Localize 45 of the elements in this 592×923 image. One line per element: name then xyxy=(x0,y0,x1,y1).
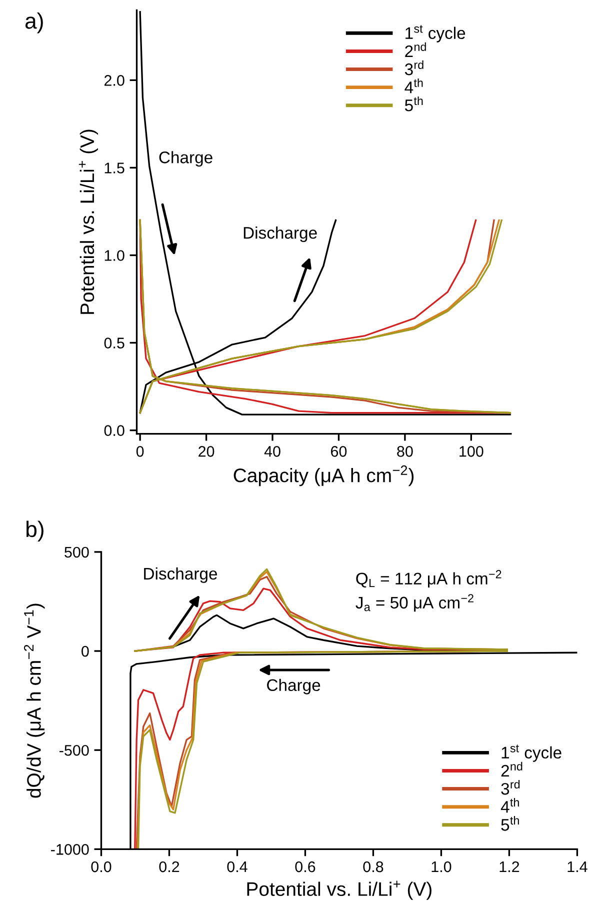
x-axis-title: Potential vs. Li/Li$^{+}$ (V) xyxy=(247,880,432,900)
y-axis-title: dQ/dV (μA h cm$^{−2}$ V$^{−1}$) xyxy=(24,604,45,798)
y-tick-label: 1.0 xyxy=(104,250,124,261)
x-tick-label: 0.0 xyxy=(91,861,112,872)
x-tick-label: 0.6 xyxy=(295,861,316,872)
legend-label: 4$^{th}$ xyxy=(500,798,519,813)
annotation: J$_{a}$ = 50 μA cm$^{−2}$ xyxy=(356,594,474,612)
annotation: Charge xyxy=(159,151,212,167)
y-axis-title: Potential vs. Li/Li$^{+}$ (V) xyxy=(78,130,98,314)
y-tick-label: 500 xyxy=(64,546,89,558)
y-tick-label: 2.0 xyxy=(104,75,124,86)
x-tick-label: 40 xyxy=(264,446,280,457)
x-tick-label: 60 xyxy=(331,446,347,457)
x-tick-label: 0.8 xyxy=(363,861,384,872)
x-tick-label: 0.2 xyxy=(159,861,180,872)
annotation: Discharge xyxy=(144,567,218,583)
y-tick-label: -1000 xyxy=(51,844,89,855)
legend-label: 4$^{th}$ xyxy=(404,78,423,94)
y-tick-label: 0 xyxy=(82,646,89,657)
legend-label: 3$^{rd}$ xyxy=(501,780,520,795)
legend-label: 1$^{st}$ cycle xyxy=(406,25,466,42)
legend-label: 1$^{st}$ cycle xyxy=(502,744,562,762)
x-tick-label: 0.4 xyxy=(227,861,248,872)
chart-title: a) xyxy=(25,12,43,34)
annotation: Charge xyxy=(267,678,320,694)
x-tick-label: 1.0 xyxy=(432,861,452,872)
x-tick-label: 20 xyxy=(198,446,214,457)
x-tick-label: 0 xyxy=(136,446,144,457)
chart-title: b) xyxy=(26,520,44,542)
y-tick-label: 1.5 xyxy=(104,162,124,174)
legend-label: 5$^{th}$ xyxy=(501,816,519,831)
legend-label: 2$^{nd}$ xyxy=(405,42,426,58)
annotation: Q$_{L}$ = 112 μA h cm$^{−2}$ xyxy=(356,570,502,588)
legend-label: 3$^{rd}$ xyxy=(404,60,424,76)
x-tick-label: 80 xyxy=(397,446,413,457)
y-tick-label: 0.5 xyxy=(104,338,124,348)
x-axis-title: Capacity (μA h cm$^{−2}$) xyxy=(234,465,414,486)
x-tick-label: 100 xyxy=(460,446,484,457)
legend-label: 2$^{nd}$ xyxy=(501,762,522,777)
y-tick-label: -500 xyxy=(60,744,89,756)
y-tick-label: 0.0 xyxy=(104,425,124,436)
annotation: Discharge xyxy=(244,226,317,242)
legend-label: 5$^{th}$ xyxy=(404,96,423,112)
x-tick-label: 1.4 xyxy=(568,862,588,872)
x-tick-label: 1.2 xyxy=(500,861,520,872)
